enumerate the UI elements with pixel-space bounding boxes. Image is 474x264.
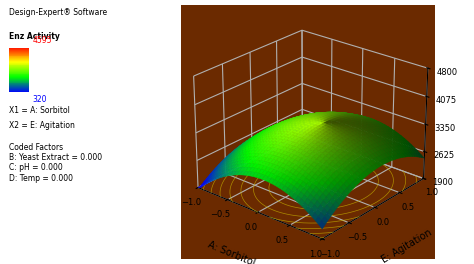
- Bar: [9, 58, 29, 59]
- Bar: [9, 66, 29, 67]
- Bar: [9, 75, 29, 76]
- Bar: [9, 80, 29, 81]
- Bar: [9, 52, 29, 53]
- Bar: [9, 64, 29, 65]
- Text: 320: 320: [32, 95, 47, 104]
- Bar: [9, 48, 29, 49]
- Bar: [9, 70, 29, 71]
- Bar: [9, 72, 29, 73]
- Bar: [9, 77, 29, 78]
- Bar: [9, 57, 29, 58]
- X-axis label: A: Sorbitol: A: Sorbitol: [206, 240, 256, 264]
- Bar: [9, 87, 29, 88]
- Bar: [9, 63, 29, 64]
- Bar: [9, 86, 29, 87]
- Bar: [9, 60, 29, 61]
- Bar: [9, 55, 29, 56]
- Bar: [9, 91, 29, 92]
- Bar: [9, 85, 29, 86]
- Bar: [9, 88, 29, 89]
- Bar: [9, 73, 29, 74]
- Bar: [9, 54, 29, 55]
- Text: Design-Expert® Software: Design-Expert® Software: [9, 8, 107, 17]
- Bar: [9, 82, 29, 83]
- Bar: [9, 49, 29, 50]
- Bar: [9, 79, 29, 80]
- Bar: [9, 76, 29, 77]
- Bar: [9, 68, 29, 69]
- Text: X2 = E: Agitation: X2 = E: Agitation: [9, 121, 74, 130]
- Bar: [9, 83, 29, 84]
- Bar: [9, 90, 29, 91]
- Bar: [9, 67, 29, 68]
- Bar: [9, 56, 29, 57]
- Text: 4595: 4595: [32, 36, 52, 45]
- Bar: [9, 50, 29, 51]
- Bar: [9, 59, 29, 60]
- Text: Enz Activity: Enz Activity: [9, 32, 59, 41]
- Bar: [9, 71, 29, 72]
- Bar: [9, 81, 29, 82]
- Bar: [9, 62, 29, 63]
- Y-axis label: E: Agitation: E: Agitation: [380, 228, 433, 264]
- Bar: [9, 53, 29, 54]
- Bar: [9, 69, 29, 70]
- Bar: [9, 65, 29, 66]
- Bar: [9, 51, 29, 52]
- Bar: [9, 78, 29, 79]
- Text: X1 = A: Sorbitol: X1 = A: Sorbitol: [9, 106, 69, 115]
- Bar: [9, 74, 29, 75]
- Bar: [9, 61, 29, 62]
- Bar: [9, 84, 29, 85]
- Bar: [9, 89, 29, 90]
- Text: Coded Factors
B: Yeast Extract = 0.000
C: pH = 0.000
D: Temp = 0.000: Coded Factors B: Yeast Extract = 0.000 C…: [9, 143, 101, 183]
